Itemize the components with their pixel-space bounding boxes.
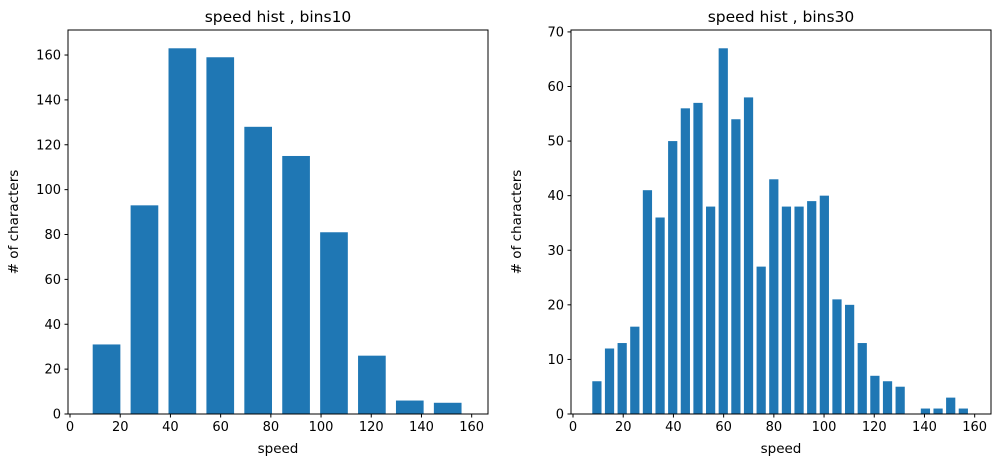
x-tick-label: 60 <box>212 420 229 435</box>
y-tick-label: 20 <box>44 363 61 378</box>
histogram-bar <box>617 343 627 414</box>
x-tick-label: 100 <box>812 420 837 435</box>
y-tick-label: 70 <box>547 25 564 40</box>
histogram-bar <box>769 179 779 414</box>
x-tick-label: 140 <box>912 420 937 435</box>
histogram-bins30: speed hist , bins30 speed # of character… <box>509 8 992 457</box>
y-axis-label: # of characters <box>6 170 22 275</box>
y-tick-label: 100 <box>36 183 61 198</box>
histogram-bar <box>857 343 867 414</box>
histogram-bar <box>282 155 310 415</box>
histogram-bar <box>819 195 829 414</box>
y-tick-label: 0 <box>556 408 564 423</box>
histogram-bar <box>655 217 665 414</box>
y-tick-label: 60 <box>547 80 564 95</box>
histogram-bar <box>92 344 121 414</box>
histogram-bar <box>130 205 159 414</box>
x-tick-label: 80 <box>263 420 280 435</box>
histogram-bar <box>933 408 943 414</box>
histogram-bar <box>958 408 968 414</box>
plot-area-bins10: 0 20 40 60 80 100 120 140 160 0 20 40 60 80 100 120 140 1… <box>36 29 489 435</box>
histogram-bar <box>358 355 386 414</box>
histogram-bar <box>433 402 462 414</box>
x-tick-label: 120 <box>862 420 887 435</box>
x-tick-label: 80 <box>766 420 783 435</box>
y-tick-label: 50 <box>547 135 564 150</box>
y-tick-label: 20 <box>547 298 564 313</box>
axes-spines <box>67 29 489 415</box>
x-axis-label: speed <box>761 441 802 457</box>
y-tick-label: 160 <box>36 49 61 64</box>
histogram-bins10: speed hist , bins10 speed # of character… <box>6 8 489 457</box>
x-tick-label: 0 <box>569 420 577 435</box>
histogram-bar <box>706 206 716 414</box>
axes-spines <box>570 29 992 415</box>
histogram-bar <box>743 97 754 414</box>
histogram-bar <box>668 141 678 414</box>
histogram-bar <box>718 48 728 414</box>
y-tick-label: 120 <box>36 138 61 153</box>
y-tick-label: 40 <box>547 189 564 204</box>
x-tick-label: 140 <box>409 420 434 435</box>
histogram-bar <box>206 57 235 414</box>
histogram-bar <box>946 397 956 414</box>
y-tick-label: 30 <box>547 244 564 259</box>
histogram-bar <box>168 48 197 414</box>
histogram-bar <box>781 206 792 414</box>
y-tick-label: 0 <box>53 408 61 423</box>
x-tick-label: 100 <box>309 420 334 435</box>
y-tick-label: 60 <box>44 273 61 288</box>
histogram-bar <box>895 386 905 414</box>
histogram-bar <box>604 348 615 414</box>
x-tick-label: 40 <box>665 420 682 435</box>
histogram-bar <box>244 126 272 414</box>
histogram-bar <box>756 266 766 414</box>
histogram-bar <box>731 119 741 414</box>
histogram-bar <box>870 375 880 414</box>
histogram-bar <box>642 190 653 414</box>
histogram-bar <box>320 232 348 414</box>
histogram-bar <box>882 381 893 414</box>
y-tick-label: 80 <box>44 228 61 243</box>
y-tick-label: 40 <box>44 318 61 333</box>
histogram-bar <box>630 326 640 414</box>
histogram-bar <box>920 408 931 414</box>
y-tick-label: 10 <box>547 353 564 368</box>
histogram-bar <box>845 304 855 414</box>
x-tick-label: 160 <box>962 420 987 435</box>
x-tick-label: 40 <box>162 420 179 435</box>
y-axis-label: # of characters <box>509 170 525 275</box>
histogram-bar <box>592 381 602 414</box>
x-tick-label: 20 <box>615 420 632 435</box>
histogram-bar <box>832 299 842 414</box>
histogram-bar <box>807 201 817 414</box>
histogram-bar <box>794 206 804 414</box>
histogram-bar <box>680 108 690 414</box>
x-tick-label: 160 <box>459 420 484 435</box>
histogram-bar <box>693 102 703 415</box>
x-axis-label: speed <box>258 441 299 457</box>
y-tick-label: 140 <box>36 93 61 108</box>
histogram-bar <box>395 400 424 414</box>
x-tick-label: 60 <box>715 420 732 435</box>
plot-area-bins30: 0 20 40 60 80 100 120 140 160 0 10 20 30 40 50 60 70 <box>547 25 992 435</box>
chart-title-bins30: speed hist , bins30 <box>708 8 855 26</box>
x-tick-label: 20 <box>112 420 129 435</box>
x-tick-label: 0 <box>66 420 74 435</box>
chart-title-bins10: speed hist , bins10 <box>205 8 352 26</box>
x-tick-label: 120 <box>359 420 384 435</box>
